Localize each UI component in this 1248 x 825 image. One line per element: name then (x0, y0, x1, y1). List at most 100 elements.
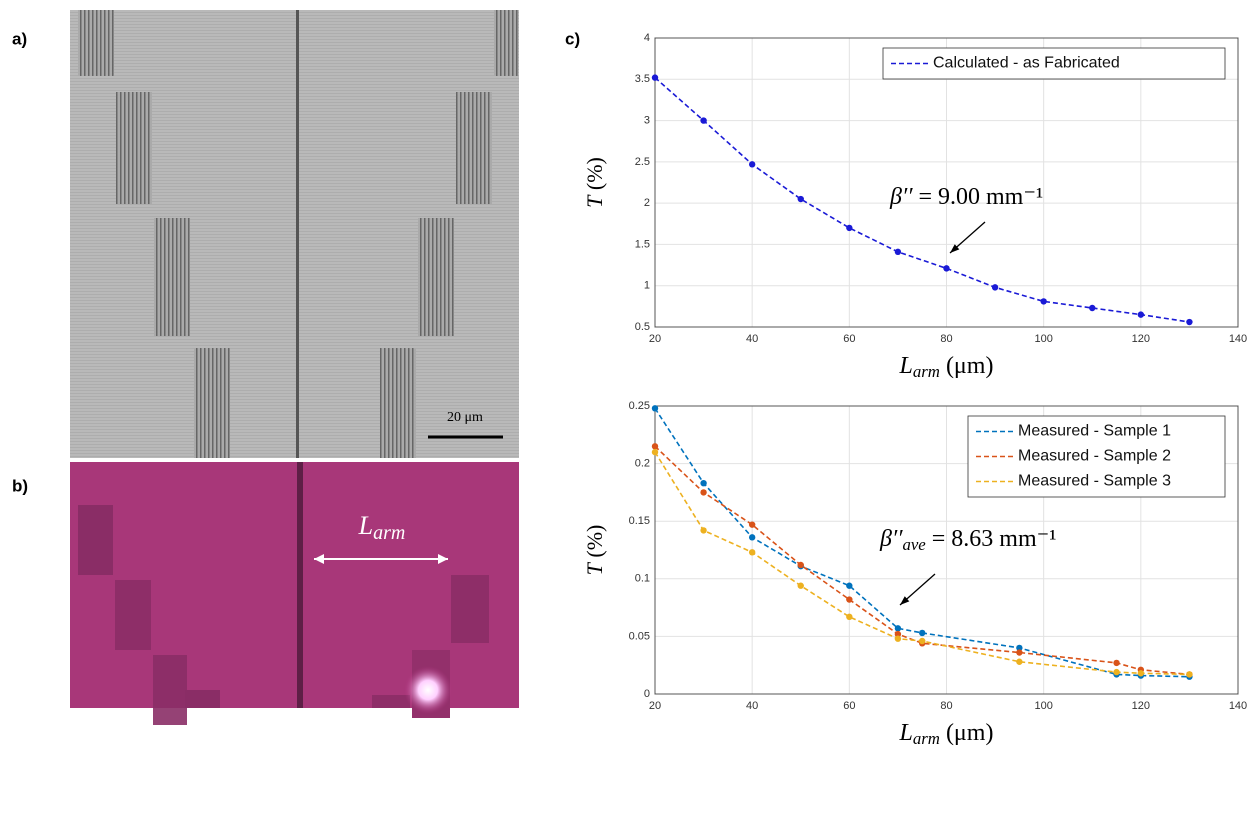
y-tick-label: 3 (644, 114, 650, 126)
y-tick-label: 0.15 (629, 515, 650, 527)
arrow-head (950, 244, 960, 253)
y-tick-label: 0.1 (635, 573, 650, 585)
data-point (700, 527, 707, 534)
label-rest: (μm) (940, 720, 994, 746)
y-tick-label: 4 (644, 32, 650, 44)
label-rest: (%) (582, 157, 607, 195)
data-point (700, 117, 707, 124)
data-point (1089, 304, 1096, 312)
label-rest: = 8.63 mm⁻¹ (926, 526, 1057, 552)
data-point (1113, 668, 1120, 676)
y-tick-label: 0.05 (629, 630, 650, 642)
y-tick-label: 0.2 (635, 458, 650, 470)
x-tick-label: 140 (1229, 700, 1247, 712)
label-sub: arm (913, 729, 940, 748)
data-point (919, 629, 926, 637)
data-point (748, 521, 756, 528)
label-main: T (582, 561, 607, 575)
y-tick-label: 3.5 (635, 73, 650, 85)
plot-frame (654, 37, 1239, 328)
x-tick-label: 60 (843, 333, 855, 345)
panel-label: b) (12, 476, 28, 495)
data-point (651, 74, 659, 81)
data-point (651, 405, 659, 412)
data-point (1137, 311, 1145, 318)
data-point (651, 448, 659, 456)
data-point (700, 489, 707, 496)
x-tick-label: 100 (1034, 333, 1052, 345)
data-point (797, 582, 804, 589)
data-point (894, 248, 902, 256)
y-tick-label: 0 (644, 688, 650, 700)
data-point (1186, 671, 1193, 678)
data-point (797, 561, 804, 569)
axis-label: Larm (μm) (899, 353, 994, 381)
label-main: β′′ (879, 526, 903, 552)
panel-label: a) (12, 29, 27, 48)
label-main: T (582, 194, 607, 208)
image-label: Larm (358, 511, 406, 544)
data-point (991, 284, 999, 291)
data-point (894, 635, 902, 642)
data-point (846, 613, 853, 621)
data-point (1016, 644, 1023, 652)
x-tick-label: 60 (843, 700, 855, 712)
label-main: L (899, 720, 913, 746)
legend-box (882, 47, 1226, 80)
label-rest: = 9.00 mm⁻¹ (912, 184, 1043, 210)
y-tick-label: 1.5 (635, 238, 650, 250)
legend-label: Measured - Sample 1 (1018, 423, 1171, 440)
optical-image: Larm (70, 462, 519, 725)
sem-image: 20 μm (70, 10, 519, 458)
axis-label: T (%) (582, 157, 607, 208)
data-point (1016, 649, 1023, 656)
x-tick-label: 140 (1229, 333, 1247, 345)
plot-frame (654, 405, 1239, 695)
y-tick-label: 1 (644, 280, 650, 292)
label-rest: (μm) (940, 353, 994, 379)
x-tick-label: 40 (746, 700, 758, 712)
arrow-head (900, 596, 910, 605)
axis-label: β′′ = 9.00 mm⁻¹ (889, 184, 1043, 210)
y-tick-label: 2.5 (635, 156, 650, 168)
data-point (1137, 670, 1145, 677)
data-point (1040, 298, 1047, 305)
scale-bar-label: 20 μm (447, 410, 483, 425)
label-main: L (358, 511, 373, 540)
data-point (846, 596, 853, 603)
label-rest: (%) (582, 525, 607, 563)
y-tick-label: 0.25 (629, 400, 650, 412)
x-tick-label: 20 (649, 700, 661, 712)
x-tick-label: 80 (940, 700, 952, 712)
legend-label: Calculated - as Fabricated (933, 55, 1120, 72)
data-point (797, 195, 804, 203)
x-tick-label: 40 (746, 333, 758, 345)
legend-label: Measured - Sample 3 (1018, 473, 1171, 490)
data-point (1113, 659, 1120, 667)
data-point (894, 630, 902, 638)
y-tick-label: 0.5 (635, 321, 650, 333)
axis-label: T (%) (582, 525, 607, 576)
data-point (700, 479, 707, 487)
label-sub: arm (913, 362, 940, 381)
label-main: L (899, 353, 913, 379)
data-point (651, 443, 659, 450)
x-tick-label: 100 (1034, 700, 1052, 712)
data-point (748, 161, 756, 168)
data-point (919, 637, 926, 645)
data-point (748, 549, 756, 556)
x-tick-label: 120 (1132, 333, 1150, 345)
data-point (1016, 658, 1023, 665)
label-main: β′′ (889, 184, 913, 210)
legend-label: Measured - Sample 2 (1018, 448, 1171, 465)
axis-label: β′′ave = 8.63 mm⁻¹ (879, 526, 1056, 554)
label-sub: arm (373, 522, 405, 544)
data-point (846, 582, 853, 589)
data-point (846, 224, 853, 232)
data-point (748, 534, 756, 541)
data-point (894, 625, 902, 632)
axis-label: Larm (μm) (899, 720, 994, 748)
series-line (654, 407, 1190, 678)
x-tick-label: 80 (940, 333, 952, 345)
